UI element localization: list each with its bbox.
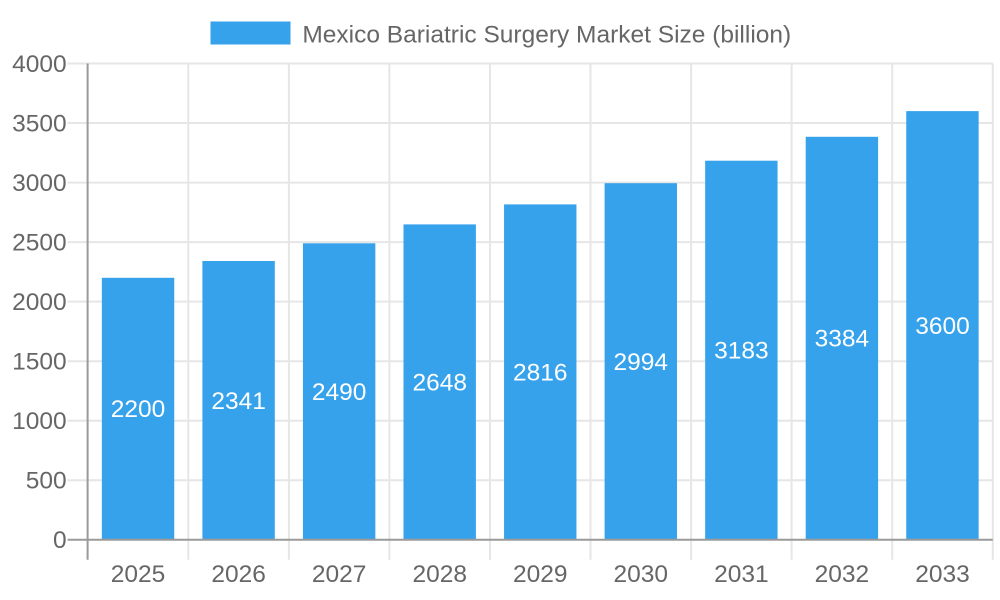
svg-text:2025: 2025 [111,561,166,588]
svg-text:2029: 2029 [513,561,568,588]
svg-text:2648: 2648 [412,370,467,397]
svg-text:2500: 2500 [12,230,67,257]
svg-text:500: 500 [26,468,67,495]
svg-text:2490: 2490 [312,379,367,406]
svg-text:2028: 2028 [412,561,467,588]
svg-text:2200: 2200 [111,396,166,423]
svg-text:2994: 2994 [614,349,669,376]
svg-text:2027: 2027 [312,561,367,588]
svg-text:2341: 2341 [211,388,266,415]
svg-text:3500: 3500 [12,110,67,137]
svg-text:4000: 4000 [12,51,67,78]
svg-text:3000: 3000 [12,170,67,197]
svg-text:2031: 2031 [714,561,769,588]
svg-text:1000: 1000 [12,408,67,435]
svg-text:1500: 1500 [12,349,67,376]
svg-text:2030: 2030 [614,561,669,588]
svg-text:3384: 3384 [815,326,870,353]
svg-text:2032: 2032 [815,561,870,588]
svg-text:0: 0 [53,527,67,554]
svg-text:2033: 2033 [915,561,970,588]
svg-text:Mexico Bariatric Surgery Marke: Mexico Bariatric Surgery Market Size (bi… [302,21,791,48]
svg-text:2026: 2026 [211,561,266,588]
svg-text:3183: 3183 [714,338,769,365]
svg-text:2816: 2816 [513,360,568,387]
svg-text:2000: 2000 [12,289,67,316]
svg-text:3600: 3600 [915,313,970,340]
